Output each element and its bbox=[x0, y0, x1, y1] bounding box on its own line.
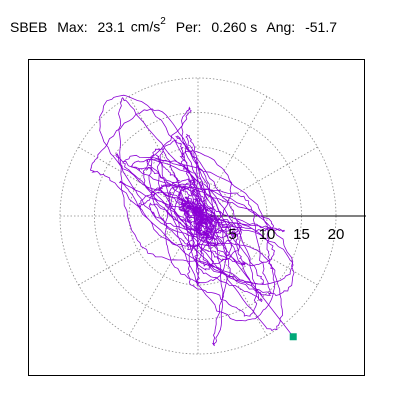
radial-tick-20: 20 bbox=[328, 226, 345, 243]
grid-spoke-210 bbox=[78, 215, 199, 286]
radial-tick-labels: 5 10 15 20 bbox=[228, 226, 344, 243]
radial-tick-10: 10 bbox=[259, 226, 276, 243]
max-unit-exponent: 2 bbox=[160, 16, 166, 27]
max-unit: cm/s bbox=[130, 18, 161, 35]
station-code: SBEB bbox=[10, 18, 48, 35]
ang-value: -51.7 bbox=[305, 18, 338, 35]
max-value: 23.1 bbox=[97, 18, 125, 35]
ang-label: Ang: bbox=[266, 18, 296, 35]
radial-tick-15: 15 bbox=[293, 226, 310, 243]
chart-title: SBEB Max: 23.1 cm/s2 Per: 0.260 s Ang: -5… bbox=[10, 16, 343, 35]
max-label: Max: bbox=[57, 18, 88, 35]
per-value: 0.260 s bbox=[211, 18, 258, 35]
motion-trace bbox=[90, 94, 295, 347]
motion-trace-path bbox=[90, 94, 295, 347]
peak-marker-group bbox=[289, 333, 297, 341]
per-label: Per: bbox=[175, 18, 202, 35]
radial-tick-5: 5 bbox=[228, 226, 236, 243]
peak-marker bbox=[289, 333, 297, 341]
